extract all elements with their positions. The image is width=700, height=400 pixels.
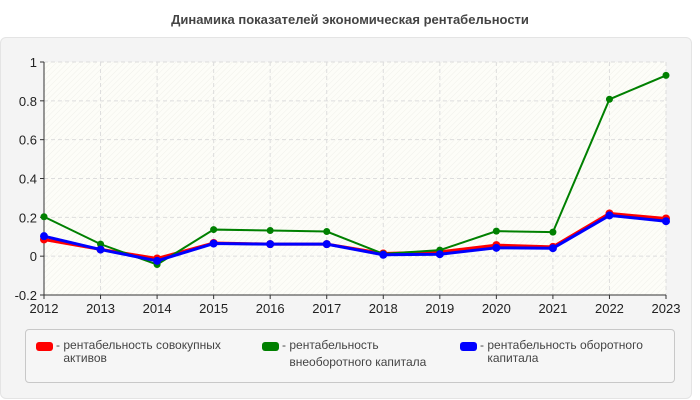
data-point (266, 240, 275, 249)
data-point (96, 245, 105, 254)
data-point (40, 232, 48, 241)
data-point (548, 244, 557, 253)
x-tick-label: 2018 (369, 301, 398, 316)
x-tick-label: 2019 (425, 301, 454, 316)
x-tick-label: 2022 (595, 301, 624, 316)
data-point (209, 239, 218, 248)
data-point (97, 240, 105, 248)
chart-title: Динамика показателей экономическая рента… (171, 12, 529, 27)
data-point (549, 228, 557, 236)
legend-swatch (262, 342, 279, 351)
y-tick-label: 0.6 (19, 133, 37, 148)
x-tick-label: 2021 (538, 301, 567, 316)
series-line (43, 213, 667, 263)
data-point (266, 227, 274, 235)
legend-item: - рентабельность внеоборотного капитала (262, 338, 439, 371)
legend-swatch (36, 342, 53, 351)
data-point (379, 250, 388, 259)
line-chart: -0.2 0 0.2 0.4 0.6 0.8 1 2012 2013 2014 2015 2016 20… (15, 55, 681, 316)
x-tick-label: 2013 (86, 301, 115, 316)
data-point (210, 226, 218, 234)
data-point (40, 213, 48, 221)
x-tick-label: 2014 (143, 301, 172, 316)
y-tick-label: 0.8 (19, 94, 37, 109)
data-point (435, 250, 444, 259)
data-point (492, 227, 500, 235)
data-point (322, 240, 331, 249)
y-tick-label: 1 (30, 55, 37, 70)
legend-swatch (460, 342, 477, 351)
data-point (662, 217, 670, 226)
y-tick-label: 0.4 (19, 172, 37, 187)
legend-label: рентабельность внеоборотного капитала (289, 338, 427, 369)
data-point (153, 256, 162, 265)
x-tick-label: 2023 (652, 301, 681, 316)
x-tick-label: 2017 (312, 301, 341, 316)
legend: - рентабельность совокупных активов - ре… (25, 329, 675, 383)
data-point (492, 243, 501, 252)
y-tick-label: 0.2 (19, 210, 37, 225)
series-line (43, 74, 667, 266)
x-tick-label: 2016 (256, 301, 285, 316)
legend-item: - рентабельность оборотного капитала (460, 339, 672, 365)
y-tick-label: -0.2 (15, 288, 37, 303)
data-point (605, 95, 613, 103)
legend-item: - рентабельность совокупных активов (36, 339, 248, 365)
data-point (662, 71, 670, 79)
data-point (323, 228, 331, 236)
data-point (605, 211, 614, 220)
legend-label: рентабельность оборотного капитала (487, 338, 643, 365)
y-tick-label: 0 (30, 249, 37, 264)
x-tick-label: 2015 (199, 301, 228, 316)
legend-label: рентабельность совокупных активов (63, 338, 221, 365)
x-tick-label: 2020 (482, 301, 511, 316)
x-tick-label: 2012 (30, 301, 59, 316)
